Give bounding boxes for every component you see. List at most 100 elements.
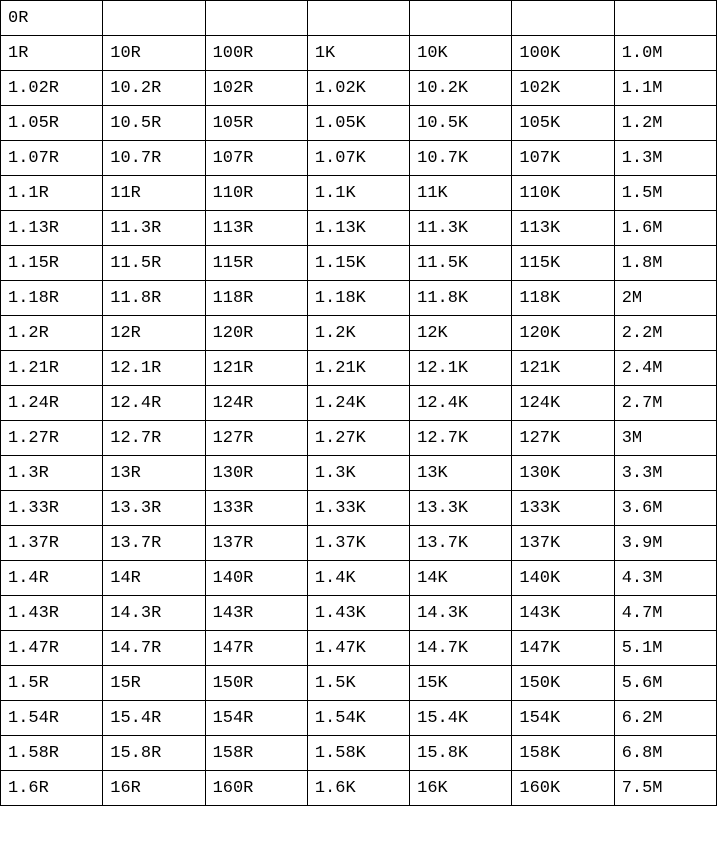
table-cell: 100R — [205, 36, 307, 71]
table-cell: 1.21K — [307, 351, 409, 386]
table-cell: 143R — [205, 596, 307, 631]
table-cell: 107K — [512, 141, 614, 176]
table-cell: 4.7M — [614, 596, 716, 631]
table-cell: 12.1K — [410, 351, 512, 386]
table-row: 1.24R12.4R124R1.24K12.4K124K2.7M — [1, 386, 717, 421]
table-cell: 137R — [205, 526, 307, 561]
table-cell: 1.3M — [614, 141, 716, 176]
table-row: 1.33R13.3R133R1.33K13.3K133K3.6M — [1, 491, 717, 526]
table-cell: 110K — [512, 176, 614, 211]
table-cell: 1.15R — [1, 246, 103, 281]
table-cell: 1.02K — [307, 71, 409, 106]
table-cell: 5.6M — [614, 666, 716, 701]
table-cell: 1.1R — [1, 176, 103, 211]
table-row: 1.05R10.5R105R1.05K10.5K105K1.2M — [1, 106, 717, 141]
table-row: 1.15R11.5R115R1.15K11.5K115K1.8M — [1, 246, 717, 281]
table-cell: 4.3M — [614, 561, 716, 596]
table-cell: 110R — [205, 176, 307, 211]
table-row: 1.2R12R120R1.2K12K120K2.2M — [1, 316, 717, 351]
table-cell: 12.7K — [410, 421, 512, 456]
table-cell: 1.05K — [307, 106, 409, 141]
table-cell: 13.7K — [410, 526, 512, 561]
table-cell: 1.37R — [1, 526, 103, 561]
table-cell: 1.2M — [614, 106, 716, 141]
table-cell: 1.5R — [1, 666, 103, 701]
table-cell: 118K — [512, 281, 614, 316]
table-cell: 1.33K — [307, 491, 409, 526]
table-cell: 1.24K — [307, 386, 409, 421]
table-cell: 115R — [205, 246, 307, 281]
table-cell: 113R — [205, 211, 307, 246]
table-cell: 1.54R — [1, 701, 103, 736]
table-cell: 147R — [205, 631, 307, 666]
table-cell: 133R — [205, 491, 307, 526]
table-cell: 14R — [103, 561, 205, 596]
table-cell: 1.21R — [1, 351, 103, 386]
table-cell: 115K — [512, 246, 614, 281]
table-cell: 158R — [205, 736, 307, 771]
table-cell: 11.3K — [410, 211, 512, 246]
table-cell: 12.4R — [103, 386, 205, 421]
table-cell: 10.2K — [410, 71, 512, 106]
table-cell: 1.07R — [1, 141, 103, 176]
table-cell — [103, 1, 205, 36]
table-cell: 1.1M — [614, 71, 716, 106]
table-cell: 143K — [512, 596, 614, 631]
table-cell: 1.18R — [1, 281, 103, 316]
table-cell: 5.1M — [614, 631, 716, 666]
table-cell: 10.7K — [410, 141, 512, 176]
table-cell: 121K — [512, 351, 614, 386]
table-cell: 1.6R — [1, 771, 103, 806]
table-cell: 6.2M — [614, 701, 716, 736]
table-cell: 10.7R — [103, 141, 205, 176]
table-row: 1.13R11.3R113R1.13K11.3K113K1.6M — [1, 211, 717, 246]
table-cell: 1.15K — [307, 246, 409, 281]
table-cell: 13R — [103, 456, 205, 491]
table-cell: 107R — [205, 141, 307, 176]
table-cell: 15.4K — [410, 701, 512, 736]
table-cell: 11.8R — [103, 281, 205, 316]
table-cell: 13.3R — [103, 491, 205, 526]
table-cell: 14.7K — [410, 631, 512, 666]
table-cell: 124R — [205, 386, 307, 421]
table-cell: 1.27K — [307, 421, 409, 456]
table-cell: 13.7R — [103, 526, 205, 561]
table-row: 0R — [1, 1, 717, 36]
table-cell: 16K — [410, 771, 512, 806]
table-cell: 13.3K — [410, 491, 512, 526]
table-cell: 1.5K — [307, 666, 409, 701]
table-cell: 130K — [512, 456, 614, 491]
table-row: 1.07R10.7R107R1.07K10.7K107K1.3M — [1, 141, 717, 176]
table-cell: 1.43K — [307, 596, 409, 631]
table-cell: 15.8K — [410, 736, 512, 771]
table-cell: 1.13K — [307, 211, 409, 246]
table-cell: 10.5R — [103, 106, 205, 141]
table-cell: 1.13R — [1, 211, 103, 246]
table-cell: 15K — [410, 666, 512, 701]
table-cell: 102R — [205, 71, 307, 106]
table-row: 1.02R10.2R102R1.02K10.2K102K1.1M — [1, 71, 717, 106]
table-cell: 10K — [410, 36, 512, 71]
table-cell: 105K — [512, 106, 614, 141]
table-cell: 11.3R — [103, 211, 205, 246]
table-cell: 16R — [103, 771, 205, 806]
table-cell: 0R — [1, 1, 103, 36]
table-row: 1.54R15.4R154R1.54K15.4K154K6.2M — [1, 701, 717, 736]
table-cell: 150K — [512, 666, 614, 701]
table-cell: 100K — [512, 36, 614, 71]
table-cell: 2.4M — [614, 351, 716, 386]
table-row: 1.43R14.3R143R1.43K14.3K143K4.7M — [1, 596, 717, 631]
table-cell — [205, 1, 307, 36]
table-cell: 120R — [205, 316, 307, 351]
table-cell: 13K — [410, 456, 512, 491]
table-cell: 11K — [410, 176, 512, 211]
table-cell: 127K — [512, 421, 614, 456]
table-cell: 105R — [205, 106, 307, 141]
table-row: 1.21R12.1R121R1.21K12.1K121K2.4M — [1, 351, 717, 386]
table-cell: 121R — [205, 351, 307, 386]
table-cell: 1.5M — [614, 176, 716, 211]
table-cell: 11.5K — [410, 246, 512, 281]
table-cell: 1.54K — [307, 701, 409, 736]
table-cell: 2.7M — [614, 386, 716, 421]
table-cell: 1.27R — [1, 421, 103, 456]
